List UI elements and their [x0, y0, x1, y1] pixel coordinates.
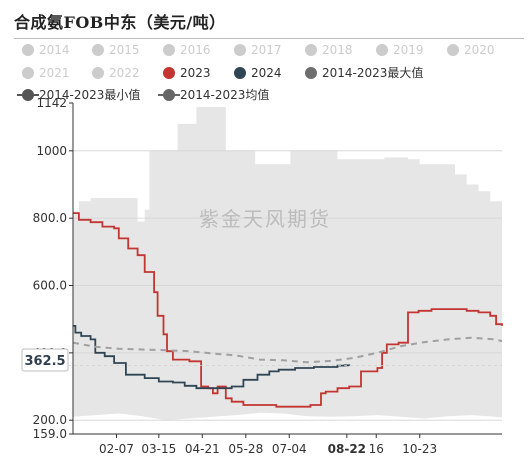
- cursor: 362.5: [21, 348, 502, 372]
- legend-circle-icon: [305, 67, 317, 79]
- legend-item-2021[interactable]: 2021: [22, 66, 70, 80]
- y-tick-label: 600.0: [33, 279, 67, 293]
- legend-circle-icon: [163, 44, 175, 56]
- legend-item-2019[interactable]: 2019: [376, 43, 424, 57]
- legend-label: 2019: [393, 43, 424, 57]
- legend-label: 2018: [322, 43, 353, 57]
- grid-lines: [73, 150, 502, 421]
- legend-item-2014-2023最大值[interactable]: 2014-2023最大值: [305, 65, 423, 80]
- legend-label: 2015: [109, 43, 140, 57]
- legend-label: 2022: [109, 66, 140, 80]
- legend-label: 2023: [180, 66, 211, 80]
- x-tick-label: 04-21: [185, 442, 220, 456]
- legend-circle-icon: [163, 89, 175, 101]
- legend-item-2014[interactable]: 2014: [22, 43, 70, 57]
- legend-circle-icon: [92, 44, 104, 56]
- legend-item-2022[interactable]: 2022: [92, 66, 140, 80]
- x-tick-label: 07-04: [272, 442, 307, 456]
- legend-item-2020[interactable]: 2020: [447, 43, 495, 57]
- legend-label: 2014-2023最小值: [39, 87, 140, 102]
- legend-label: 2020: [464, 43, 495, 57]
- x-tick-label: 05-28: [228, 442, 263, 456]
- y-tick-label: 159.0: [33, 427, 67, 441]
- legend-circle-icon: [22, 67, 34, 79]
- chart-title: 合成氨FOB中东（美元/吨）: [14, 13, 226, 32]
- series-line-2024: [73, 325, 351, 390]
- y-tick-label: 1000: [36, 144, 67, 158]
- legend-item-2024[interactable]: 2024: [234, 66, 282, 80]
- legend-circle-icon: [22, 89, 34, 101]
- legend-label: 2014: [39, 43, 70, 57]
- legend-circle-icon: [163, 67, 175, 79]
- legend-circle-icon: [447, 44, 459, 56]
- legend-item-2014-2023均值[interactable]: 2014-2023均值: [158, 87, 269, 102]
- legend: 2014 2015 2016 2017 2018 2019 2020 2021 2022 2023…: [17, 43, 495, 102]
- series-line-2014-2023均值: [72, 336, 503, 364]
- x-tick-label: 16: [369, 442, 384, 456]
- cursor-label-box: [21, 348, 69, 372]
- legend-label: 2017: [251, 43, 282, 57]
- legend-item-2017[interactable]: 2017: [234, 43, 282, 57]
- legend-label: 2014-2023均值: [180, 87, 269, 102]
- title-divider: [14, 38, 524, 39]
- legend-label: 2016: [180, 43, 211, 57]
- series-lines: [72, 212, 503, 408]
- legend-item-2018[interactable]: 2018: [305, 43, 353, 57]
- legend-label: 2014-2023最大值: [322, 65, 423, 80]
- cursor-label: 362.5: [24, 354, 65, 369]
- watermark-text: 紫金天风期货: [199, 207, 331, 231]
- x-tick-label: 10-23: [402, 442, 437, 456]
- y-tick-label: 800.0: [33, 211, 67, 225]
- legend-item-2015[interactable]: 2015: [92, 43, 140, 57]
- max-min-band-area: [73, 107, 502, 421]
- x-tick-label: 02-07: [99, 442, 134, 456]
- legend-circle-icon: [376, 44, 388, 56]
- series-line-2023: [73, 212, 503, 408]
- x-tick-label: 08-22: [328, 442, 366, 456]
- legend-circle-icon: [234, 44, 246, 56]
- x-tick-label: 03-15: [141, 442, 176, 456]
- legend-item-2016[interactable]: 2016: [163, 43, 211, 57]
- legend-label: 2021: [39, 66, 70, 80]
- y-tick-label: 1142: [36, 96, 67, 110]
- legend-item-2014-2023最小值[interactable]: 2014-2023最小值: [17, 87, 140, 102]
- legend-circle-icon: [234, 67, 246, 79]
- legend-circle-icon: [22, 44, 34, 56]
- y-tick-label: 200.0: [33, 413, 67, 427]
- legend-circle-icon: [305, 44, 317, 56]
- legend-circle-icon: [92, 67, 104, 79]
- legend-item-2023[interactable]: 2023: [163, 66, 211, 80]
- min-max-band: [73, 107, 502, 421]
- legend-label: 2024: [251, 66, 282, 80]
